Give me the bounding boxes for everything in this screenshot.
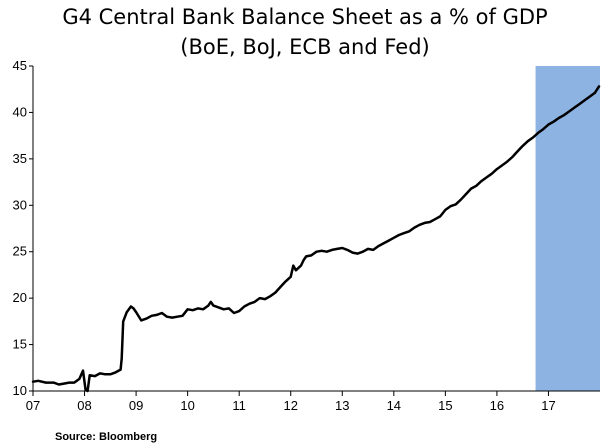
y-tick-label: 30 [13, 197, 27, 212]
chart-subtitle: (BoE, BoJ, ECB and Fed) [180, 35, 429, 59]
y-tick-label: 15 [13, 337, 27, 352]
x-ticks: 07 08 09 10 11 12 13 14 15 16 17 [26, 391, 556, 413]
y-tick-label: 20 [13, 290, 27, 305]
x-tick-label: 09 [129, 398, 143, 413]
x-tick-label: 10 [180, 398, 194, 413]
shaded-region-layer [535, 66, 600, 391]
series-layer [31, 85, 601, 393]
y-ticks: 10 15 20 25 30 35 40 45 [13, 58, 33, 398]
y-tick-label: 10 [13, 383, 27, 398]
x-tick-label: 11 [232, 398, 246, 413]
x-tick-label: 08 [77, 398, 91, 413]
y-tick-label: 40 [13, 104, 27, 119]
chart-title: G4 Central Bank Balance Sheet as a % of … [62, 5, 547, 29]
x-tick-label: 16 [490, 398, 504, 413]
x-tick-label: 17 [541, 398, 555, 413]
y-tick-label: 45 [13, 58, 27, 73]
y-tick-label: 25 [13, 244, 27, 259]
forecast-shaded-region [535, 66, 600, 391]
x-tick-label: 15 [438, 398, 452, 413]
source-note: Source: Bloomberg [55, 431, 157, 443]
x-tick-label: 07 [26, 398, 40, 413]
x-tick-label: 13 [335, 398, 349, 413]
x-tick-label: 14 [387, 398, 401, 413]
axes [32, 66, 600, 392]
x-tick-label: 12 [283, 398, 297, 413]
y-tick-label: 35 [13, 151, 27, 166]
series-line-1 [31, 85, 601, 393]
